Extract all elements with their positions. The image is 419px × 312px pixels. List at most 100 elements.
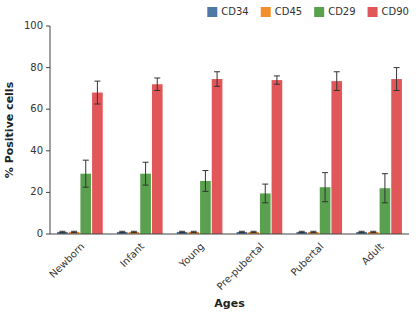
error-cap [382, 173, 388, 174]
error-cap [310, 232, 316, 233]
y-tick [46, 150, 50, 151]
y-tick [46, 234, 50, 235]
error-cap [382, 202, 388, 203]
error-line [325, 173, 326, 202]
error-line [145, 162, 146, 185]
y-tick-label: 80 [30, 62, 43, 73]
error-bar [262, 184, 268, 203]
legend-swatch [368, 7, 378, 17]
error-bar [394, 68, 400, 91]
error-cap [119, 232, 125, 233]
y-tick [46, 26, 50, 27]
x-tick-label: Young [176, 241, 206, 271]
bar [212, 79, 223, 234]
error-cap [394, 67, 400, 68]
error-cap [310, 231, 316, 232]
y-tick-label: 100 [24, 20, 43, 31]
legend-swatch [261, 7, 271, 17]
error-cap [299, 231, 305, 232]
error-line [205, 171, 206, 192]
chart: 0 20 40 60 80 100 Newborn Infant Young Pre-pubert… [0, 0, 419, 312]
error-bar [310, 231, 316, 232]
error-cap [251, 231, 257, 232]
legend: CD34CD45CD29CD90 [207, 6, 409, 17]
error-bar [119, 231, 125, 232]
error-cap [71, 231, 77, 232]
error-cap [119, 231, 125, 232]
error-bar [370, 231, 376, 232]
y-tick [46, 109, 50, 110]
error-cap [334, 90, 340, 91]
error-cap [262, 202, 268, 203]
x-tick-label: Adult [359, 241, 385, 267]
error-line [276, 76, 277, 84]
error-cap [83, 160, 89, 161]
bar [331, 81, 342, 234]
error-cap [370, 231, 376, 232]
error-cap [94, 81, 100, 82]
y-tick-label: 20 [30, 186, 43, 197]
error-bar [334, 72, 340, 91]
error-cap [262, 184, 268, 185]
error-line [85, 160, 86, 187]
error-cap [191, 232, 197, 233]
y-axis-line [50, 26, 51, 234]
error-bar [191, 231, 197, 232]
error-line [97, 81, 98, 104]
x-axis-line [50, 234, 409, 235]
y-tick [46, 67, 50, 68]
legend-label: CD34 [221, 6, 248, 17]
error-cap [143, 185, 149, 186]
error-cap [370, 232, 376, 233]
error-bar [83, 160, 89, 187]
error-bar [239, 231, 245, 232]
legend-label: CD90 [382, 6, 409, 17]
bar [391, 79, 402, 234]
y-tick-label: 0 [37, 228, 43, 239]
error-cap [214, 86, 220, 87]
error-cap [202, 191, 208, 192]
legend-label: CD45 [275, 6, 302, 17]
error-bar [322, 173, 328, 202]
bar [272, 80, 283, 234]
error-bar [214, 72, 220, 87]
error-cap [274, 75, 280, 76]
error-cap [334, 71, 340, 72]
error-bar [359, 231, 365, 232]
x-tick-label: Infant [118, 241, 146, 269]
error-cap [202, 170, 208, 171]
error-bar [131, 231, 137, 232]
error-cap [179, 232, 185, 233]
error-line [217, 72, 218, 87]
error-bar [154, 78, 160, 90]
x-tick-label: Newborn [47, 241, 86, 280]
error-line [384, 174, 385, 203]
error-cap [359, 232, 365, 233]
error-bar [143, 162, 149, 185]
x-tick-label: Pre-pubertal [215, 241, 266, 292]
error-cap [154, 90, 160, 91]
error-cap [179, 231, 185, 232]
error-line [396, 68, 397, 91]
error-cap [322, 201, 328, 202]
error-cap [239, 232, 245, 233]
y-tick-label: 40 [30, 145, 43, 156]
error-cap [299, 232, 305, 233]
error-line [157, 78, 158, 90]
error-bar [251, 231, 257, 232]
error-cap [191, 231, 197, 232]
y-tick [46, 192, 50, 193]
error-bar [71, 231, 77, 232]
error-cap [154, 78, 160, 79]
legend-swatch [207, 7, 217, 17]
error-cap [214, 71, 220, 72]
error-cap [59, 232, 65, 233]
error-cap [394, 90, 400, 91]
error-bar [59, 231, 65, 232]
y-axis-label: % Positive cells [3, 81, 16, 178]
error-bar [94, 81, 100, 104]
x-axis-label: Ages [214, 297, 245, 310]
error-cap [239, 231, 245, 232]
bar [92, 93, 103, 234]
y-tick-label: 60 [30, 103, 43, 114]
